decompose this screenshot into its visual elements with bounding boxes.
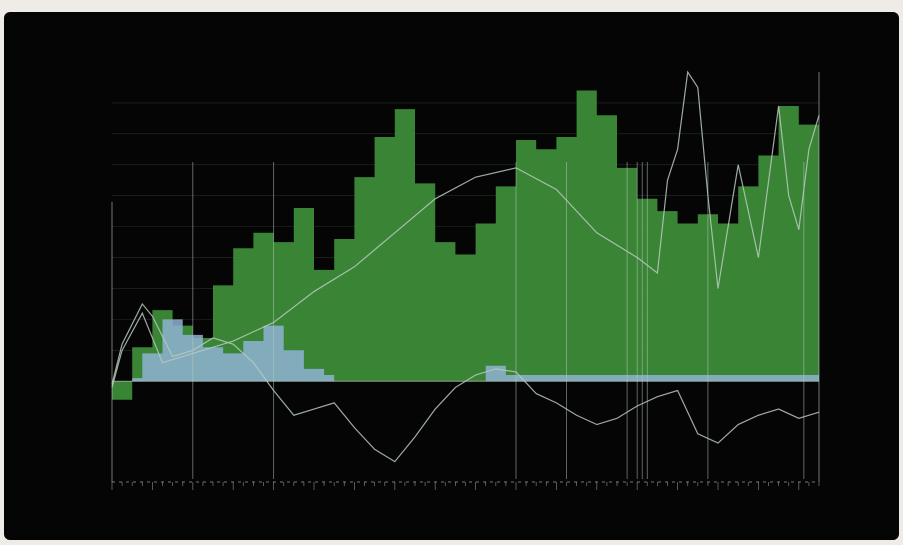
series-area-1 bbox=[112, 319, 819, 382]
series-line-2 bbox=[111, 302, 820, 463]
event-markers bbox=[192, 162, 805, 479]
line-series bbox=[111, 70, 820, 463]
series-line-3 bbox=[111, 70, 820, 388]
crt-monitor bbox=[4, 12, 899, 540]
axes bbox=[111, 72, 820, 490]
chart-svg bbox=[111, 70, 820, 490]
